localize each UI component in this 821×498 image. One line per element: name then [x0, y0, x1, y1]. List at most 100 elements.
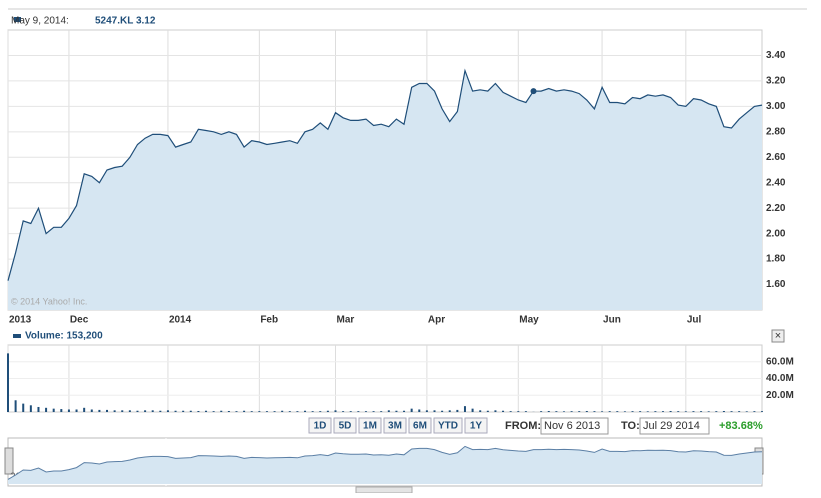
- scrollbar[interactable]: [356, 487, 412, 493]
- volume-bar: [601, 411, 603, 412]
- header-series: 5247.KL 3.12: [95, 16, 156, 27]
- volume-bar: [213, 411, 215, 412]
- navigator-handle-left[interactable]: [5, 448, 13, 474]
- volume-bar: [456, 410, 458, 412]
- x-tick-label: Jun: [603, 315, 621, 326]
- volume-bar: [334, 410, 336, 412]
- to-value[interactable]: Jul 29 2014: [643, 420, 700, 432]
- volume-bar: [418, 409, 420, 412]
- volume-bar: [632, 411, 634, 412]
- volume-bar: [555, 411, 557, 412]
- volume-bar: [677, 411, 679, 412]
- volume-bar: [479, 410, 481, 412]
- volume-bar: [502, 411, 504, 412]
- volume-bar: [37, 407, 39, 412]
- x-tick-label: Feb: [260, 315, 278, 326]
- volume-bar: [548, 411, 550, 412]
- x-tick-label: Dec: [70, 315, 89, 326]
- y-tick-label: 3.00: [766, 101, 786, 112]
- range-button-label[interactable]: 6M: [413, 421, 427, 432]
- volume-bar: [98, 410, 100, 412]
- highlight-point: [531, 88, 537, 94]
- volume-bar: [197, 411, 199, 412]
- y-tick-label: 2.40: [766, 177, 786, 188]
- volume-bar: [136, 411, 138, 412]
- from-value[interactable]: Nov 6 2013: [544, 420, 600, 432]
- volume-bar: [30, 405, 32, 412]
- volume-bar: [525, 411, 527, 412]
- volume-bar: [228, 411, 230, 412]
- volume-bar: [357, 411, 359, 412]
- x-tick-label: Apr: [428, 315, 445, 326]
- volume-bar: [258, 411, 260, 412]
- range-button-label[interactable]: 1Y: [470, 421, 483, 432]
- volume-bar: [380, 411, 382, 412]
- volume-bar: [464, 406, 466, 412]
- volume-bar: [7, 353, 9, 412]
- volume-bar: [365, 411, 367, 412]
- volume-bar: [616, 411, 618, 412]
- x-tick-label: 2013: [9, 315, 32, 326]
- volume-bar: [540, 411, 542, 412]
- volume-bar: [159, 411, 161, 412]
- volume-bar: [205, 411, 207, 412]
- volume-bar: [494, 410, 496, 412]
- volume-bar: [411, 409, 413, 412]
- volume-bar: [327, 411, 329, 412]
- volume-bar: [403, 411, 405, 412]
- volume-bar: [350, 411, 352, 412]
- volume-bar: [685, 411, 687, 412]
- volume-bar: [220, 411, 222, 412]
- volume-bar: [296, 411, 298, 412]
- volume-bar: [106, 410, 108, 412]
- volume-bar: [654, 411, 656, 412]
- volume-bar: [441, 411, 443, 412]
- volume-bar: [571, 411, 573, 412]
- volume-bar: [388, 410, 390, 412]
- y-tick-label: 1.60: [766, 279, 786, 290]
- volume-bar: [91, 409, 93, 412]
- volume-bar: [395, 411, 397, 412]
- range-button-label[interactable]: YTD: [438, 421, 458, 432]
- volume-bar: [639, 411, 641, 412]
- volume-bar: [746, 411, 748, 412]
- volume-bar: [45, 408, 47, 412]
- volume-bar: [586, 411, 588, 412]
- x-tick-label: 2014: [169, 315, 192, 326]
- volume-bar: [312, 411, 314, 412]
- volume-bar: [60, 409, 62, 412]
- volume-bar: [700, 411, 702, 412]
- volume-bar: [563, 411, 565, 412]
- range-button-label[interactable]: 1D: [314, 421, 327, 432]
- y-tick-label: 3.20: [766, 76, 786, 87]
- volume-bar: [723, 411, 725, 412]
- range-button-label[interactable]: 3M: [388, 421, 402, 432]
- range-button-label[interactable]: 1M: [363, 421, 377, 432]
- volume-bar: [281, 411, 283, 412]
- range-button-label[interactable]: 5D: [339, 421, 352, 432]
- y-tick-label: 2.80: [766, 126, 786, 137]
- volume-bar: [761, 411, 763, 412]
- y-tick-label: 2.60: [766, 152, 786, 163]
- volume-bar: [692, 411, 694, 412]
- volume-bar: [472, 409, 474, 412]
- volume-bar: [609, 411, 611, 412]
- change-value: +83.68%: [719, 420, 763, 432]
- volume-bar: [487, 411, 489, 412]
- x-tick-label: Mar: [336, 315, 354, 326]
- volume-bar: [83, 408, 85, 412]
- volume-bar: [670, 411, 672, 412]
- volume-bar: [167, 410, 169, 412]
- volume-bar: [274, 411, 276, 412]
- close-icon[interactable]: ×: [775, 330, 781, 342]
- volume-bar: [373, 411, 375, 412]
- volume-bar: [647, 411, 649, 412]
- volume-bar: [22, 404, 24, 412]
- volume-bar: [578, 411, 580, 412]
- y-tick-label: 2.20: [766, 203, 786, 214]
- y-tick-label: 60.0M: [766, 356, 794, 367]
- volume-bar: [129, 410, 131, 412]
- volume-bar: [319, 411, 321, 412]
- y-tick-label: 2.00: [766, 228, 786, 239]
